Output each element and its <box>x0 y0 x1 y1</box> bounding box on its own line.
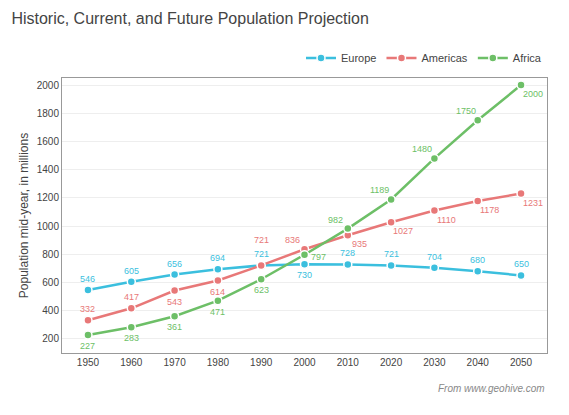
svg-text:1970: 1970 <box>163 357 186 368</box>
svg-text:1000: 1000 <box>37 221 60 232</box>
svg-text:Africa: Africa <box>513 52 542 64</box>
svg-text:656: 656 <box>167 259 182 269</box>
svg-text:614: 614 <box>210 287 225 297</box>
svg-text:2030: 2030 <box>423 357 446 368</box>
svg-text:1178: 1178 <box>480 205 499 215</box>
svg-text:680: 680 <box>470 255 485 265</box>
svg-text:200: 200 <box>42 333 59 344</box>
svg-text:400: 400 <box>42 305 59 316</box>
svg-text:Americas: Americas <box>421 52 467 64</box>
svg-text:730: 730 <box>297 270 312 280</box>
svg-text:543: 543 <box>167 297 182 307</box>
svg-text:1950: 1950 <box>77 357 100 368</box>
svg-text:800: 800 <box>42 249 59 260</box>
svg-text:1027: 1027 <box>393 226 413 236</box>
svg-text:605: 605 <box>124 266 139 276</box>
svg-text:Europe: Europe <box>341 52 376 64</box>
svg-text:721: 721 <box>384 249 399 259</box>
svg-text:836: 836 <box>285 235 300 245</box>
svg-text:2010: 2010 <box>337 357 360 368</box>
svg-text:1980: 1980 <box>207 357 230 368</box>
svg-text:2050: 2050 <box>510 357 533 368</box>
svg-text:935: 935 <box>352 239 367 249</box>
svg-text:1400: 1400 <box>37 164 60 175</box>
svg-text:546: 546 <box>80 274 95 284</box>
svg-text:1800: 1800 <box>37 108 60 119</box>
svg-text:417: 417 <box>124 292 139 302</box>
svg-text:2040: 2040 <box>467 357 490 368</box>
svg-text:361: 361 <box>167 322 182 332</box>
svg-text:704: 704 <box>427 252 442 262</box>
svg-text:1960: 1960 <box>120 357 143 368</box>
svg-text:650: 650 <box>514 259 529 269</box>
svg-text:1231: 1231 <box>523 198 543 208</box>
svg-text:1189: 1189 <box>370 185 389 195</box>
svg-text:332: 332 <box>80 304 95 314</box>
svg-text:623: 623 <box>254 285 269 295</box>
svg-text:471: 471 <box>210 307 225 317</box>
svg-text:1110: 1110 <box>437 215 456 225</box>
svg-text:Population mid-year, in millio: Population mid-year, in millions <box>17 133 31 298</box>
svg-text:2020: 2020 <box>380 357 403 368</box>
svg-text:721: 721 <box>254 235 269 245</box>
svg-text:728: 728 <box>340 248 355 258</box>
svg-text:694: 694 <box>210 253 225 263</box>
svg-text:600: 600 <box>42 277 59 288</box>
svg-text:1990: 1990 <box>250 357 273 368</box>
svg-text:1750: 1750 <box>456 106 476 116</box>
svg-text:1480: 1480 <box>412 144 432 154</box>
svg-text:721: 721 <box>254 249 269 259</box>
svg-text:797: 797 <box>311 252 326 262</box>
svg-text:1600: 1600 <box>37 136 60 147</box>
svg-text:283: 283 <box>124 333 139 343</box>
svg-text:1200: 1200 <box>37 192 60 203</box>
svg-text:2000: 2000 <box>37 80 60 91</box>
svg-text:2000: 2000 <box>293 357 316 368</box>
svg-text:227: 227 <box>80 341 95 351</box>
svg-text:2000: 2000 <box>523 89 543 99</box>
svg-text:From www.geohive.com: From www.geohive.com <box>438 383 545 394</box>
svg-text:982: 982 <box>328 215 343 225</box>
svg-text:Historic, Current, and Future: Historic, Current, and Future Population… <box>11 10 369 27</box>
